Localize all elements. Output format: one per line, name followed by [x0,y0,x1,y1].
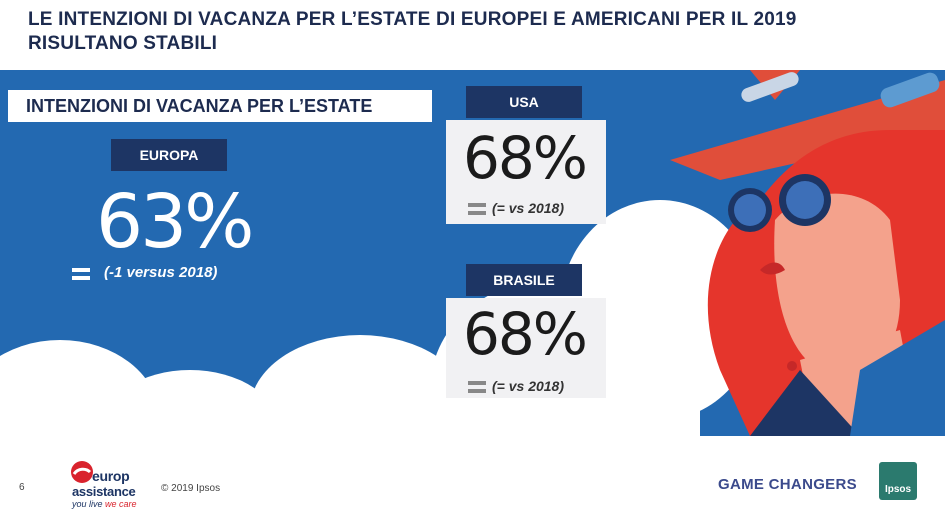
brasile-chip: BRASILE [466,264,582,296]
europa-change: (-1 versus 2018) [104,264,218,281]
page-title-line2: RISULTANO STABILI [28,33,218,54]
brasile-value: 68% [463,300,588,368]
section-label: INTENZIONI DI VACANZA PER L’ESTATE [8,90,432,122]
europa-chip: EUROPA [111,139,227,171]
ea-logo-line2: assistance [72,484,136,499]
equal-sign-icon [468,381,486,393]
page-number: 6 [19,482,25,493]
equal-sign-icon [72,268,90,280]
page-title: LE INTENZIONI DI VACANZA PER L’ESTATE DI… [28,8,928,56]
europ-assistance-logo: europ assistance you live we care [62,458,152,512]
woman-with-sunglasses-illustration [670,70,945,436]
ipsos-logo-text: Ipsos [884,484,912,495]
usa-value: 68% [463,124,588,192]
ea-logo-tagline-a: you live [72,499,103,509]
ea-logo-line1: europ [92,468,130,484]
game-changers-tagline: GAME CHANGERS [718,476,857,493]
usa-chip: USA [466,86,582,118]
brasile-change: (= vs 2018) [492,378,564,394]
copyright: © 2019 Ipsos [161,483,221,494]
page-title-line1: LE INTENZIONI DI VACANZA PER L’ESTATE DI… [28,9,797,30]
ea-logo-tagline-b: we care [105,499,137,509]
hero-band: 68% 68% [0,70,945,436]
europ-assistance-logo-mark [71,461,93,483]
ea-logo-tagline: you live we care [72,499,137,509]
ipsos-logo: Ipsos [879,462,917,500]
equal-sign-icon [468,203,486,215]
europa-value: 63% [96,179,254,265]
usa-change: (= vs 2018) [492,200,564,216]
